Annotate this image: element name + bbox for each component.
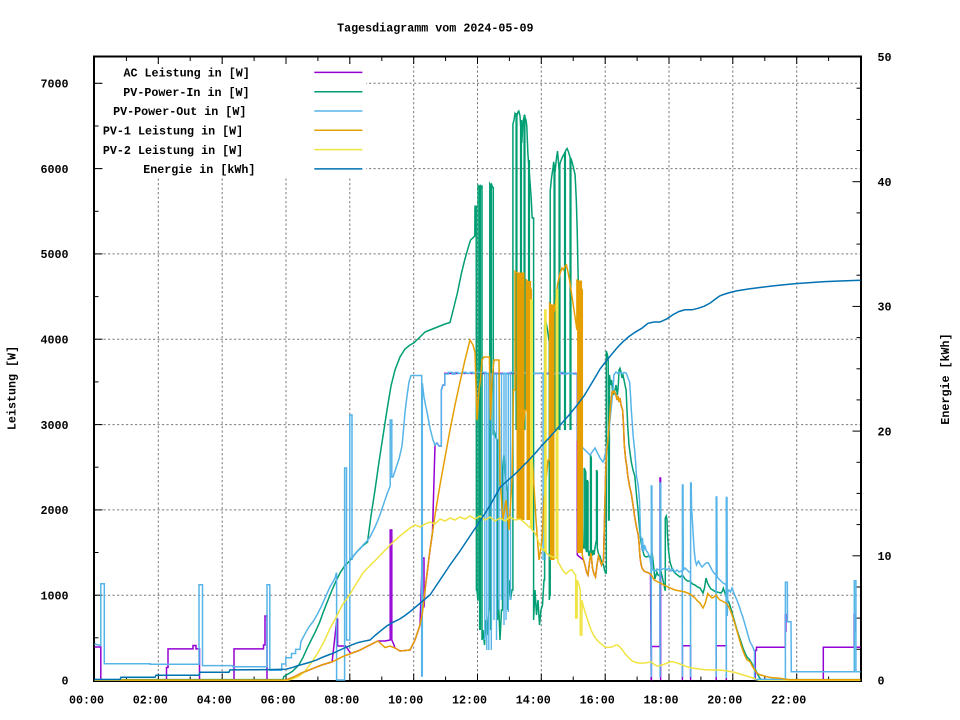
svg-text:Energie [kWh]: Energie [kWh] [939,333,953,424]
svg-text:20: 20 [878,425,892,439]
svg-text:3000: 3000 [40,419,68,433]
svg-text:4000: 4000 [40,333,68,347]
svg-text:Leistung [W]: Leistung [W] [6,346,20,430]
svg-text:1000: 1000 [40,589,68,603]
svg-text:22:00: 22:00 [771,694,806,708]
svg-text:40: 40 [878,176,892,190]
svg-text:PV-1 Leistung in [W]: PV-1 Leistung in [W] [103,125,243,139]
svg-text:16:00: 16:00 [580,694,615,708]
svg-text:PV-Power-In in [W]: PV-Power-In in [W] [123,86,249,100]
svg-text:2000: 2000 [40,504,68,518]
svg-text:Energie in [kWh]: Energie in [kWh] [143,163,255,177]
svg-text:04:00: 04:00 [197,694,232,708]
svg-text:0: 0 [878,675,885,689]
svg-text:PV-Power-Out in [W]: PV-Power-Out in [W] [113,105,246,119]
svg-text:12:00: 12:00 [452,694,487,708]
svg-text:10: 10 [878,550,892,564]
svg-text:18:00: 18:00 [643,694,678,708]
svg-text:10:00: 10:00 [388,694,423,708]
svg-text:0: 0 [61,675,68,689]
svg-text:30: 30 [878,301,892,315]
svg-text:PV-2 Leistung in [W]: PV-2 Leistung in [W] [103,144,243,158]
svg-text:02:00: 02:00 [133,694,168,708]
svg-text:7000: 7000 [40,78,68,92]
svg-text:20:00: 20:00 [707,694,742,708]
svg-text:5000: 5000 [40,248,68,262]
svg-text:00:00: 00:00 [69,694,104,708]
svg-text:14:00: 14:00 [516,694,551,708]
svg-text:08:00: 08:00 [324,694,359,708]
svg-text:AC Leistung in [W]: AC Leistung in [W] [124,67,250,81]
svg-text:50: 50 [878,51,892,65]
svg-text:06:00: 06:00 [260,694,295,708]
svg-text:6000: 6000 [40,163,68,177]
svg-text:Tagesdiagramm vom 2024-05-09: Tagesdiagramm vom 2024-05-09 [337,22,533,36]
